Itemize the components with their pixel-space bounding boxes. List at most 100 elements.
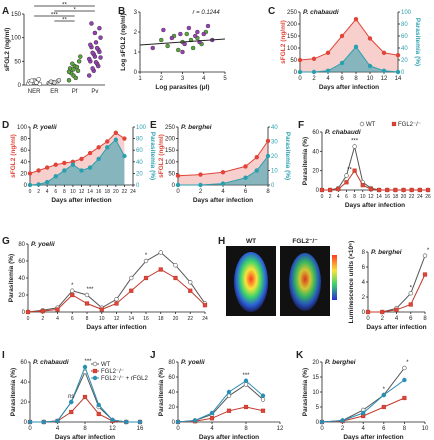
y-tick-label: 0 (172, 183, 176, 189)
marker (27, 182, 33, 188)
y-tick-label: 40 (18, 276, 25, 282)
point (93, 60, 99, 65)
marker (114, 301, 119, 306)
marker (385, 187, 390, 193)
x-tick-label: 20 (173, 316, 179, 322)
marker (96, 156, 101, 162)
chart-title: P. chabaudi (33, 359, 69, 366)
chart-title: P. berghei (371, 249, 402, 256)
marker (353, 17, 359, 22)
y-axis-title: sFGL2 (ng/ml) (158, 134, 165, 178)
point (29, 78, 35, 83)
point (36, 77, 41, 82)
x-tick-label: 2 (329, 194, 332, 200)
marker (55, 307, 60, 312)
point (169, 35, 175, 41)
y2-tick-label: 30 (271, 140, 278, 146)
marker (319, 187, 325, 193)
point (78, 54, 83, 59)
panel-letter: C (268, 6, 275, 17)
marker (367, 36, 373, 41)
y-tick-label: 80 (168, 360, 175, 366)
area (300, 19, 398, 72)
marker (393, 187, 398, 193)
marker (401, 187, 406, 193)
marker (175, 419, 181, 425)
point (98, 35, 103, 40)
x-tick-label: 10 (70, 189, 76, 195)
marker (381, 392, 386, 398)
y-tick-label: 0 (18, 83, 22, 89)
y-tick-label: 0 (316, 188, 320, 194)
y-axis-title: Parasitemia (%) (8, 254, 15, 302)
marker (422, 272, 428, 277)
marker (40, 309, 45, 314)
area (30, 139, 125, 185)
y-tick-label: 2 (134, 30, 138, 36)
point (186, 25, 192, 31)
marker (27, 419, 33, 425)
x-tick-label: 20 (401, 194, 407, 200)
marker (70, 292, 75, 298)
x-tick-label: 16 (96, 189, 102, 195)
x-tick-label: 8 (86, 316, 89, 322)
marker (220, 181, 226, 186)
y-tick-label: 4 (362, 280, 366, 286)
marker (336, 186, 341, 192)
point (90, 66, 95, 71)
point (159, 37, 164, 43)
y-tick-label: 250 (287, 10, 298, 16)
x-tick-label: 12 (368, 194, 374, 200)
x-tick-label: 6 (71, 316, 74, 322)
marker (243, 382, 249, 387)
x-tick-label: 8 (423, 316, 427, 322)
marker (82, 394, 88, 400)
marker (41, 419, 46, 425)
y-tick-label: 20 (312, 169, 319, 175)
annotation: * (145, 253, 148, 259)
x-tick-label: 20 (113, 189, 119, 195)
marker (79, 156, 84, 162)
marker (62, 168, 67, 173)
y-axis-title: sFGL2 (ng/ml) (10, 134, 17, 178)
point (71, 67, 76, 72)
marker (87, 150, 93, 156)
marker (226, 408, 232, 413)
y-axis-title: Parasitemia (%) (302, 368, 309, 416)
y2-axis-title: Parasitemia (%) (414, 18, 421, 66)
x-tick-label: 6 (340, 76, 344, 82)
marker (260, 393, 266, 398)
marker (143, 275, 149, 281)
y2-tick-label: 0 (401, 70, 405, 76)
x-tick-label: 2 (312, 76, 316, 82)
legend-label: FGL2⁻/⁻ (398, 122, 421, 128)
x-tick-label: 8 (266, 189, 270, 195)
marker (188, 288, 193, 293)
y-tick-label: 20 (20, 400, 27, 406)
line (368, 255, 426, 313)
y2-tick-label: 0 (136, 183, 140, 189)
point (165, 43, 170, 49)
chart-title: P. berghei (325, 359, 356, 366)
x-tick-label: 0 (27, 316, 30, 322)
x-tick-label: 24 (417, 194, 423, 200)
y-tick-label: 0 (172, 420, 176, 426)
marker (44, 165, 50, 170)
y2-tick-label: 0 (271, 183, 275, 189)
x-tick-label: 2 (37, 189, 40, 195)
y2-axis-title: Parasitemia (%) (284, 132, 291, 180)
x-tick-label: 0 (29, 189, 32, 195)
x-tick-label: 8 (63, 189, 66, 195)
x-tick-label: 24 (202, 316, 208, 322)
marker (254, 168, 259, 173)
y2-tick-label: 40 (136, 160, 143, 166)
x-tick-label: 8 (403, 426, 407, 432)
x-axis-title: Days after infection (366, 324, 426, 331)
legend-marker (92, 368, 98, 374)
annotation: *** (86, 287, 94, 293)
x-axis-title: Days after infection (55, 434, 115, 440)
y-tick-label: 0 (294, 70, 298, 76)
marker (365, 309, 371, 315)
point (76, 59, 82, 64)
y-tick-label: 0 (24, 183, 28, 189)
